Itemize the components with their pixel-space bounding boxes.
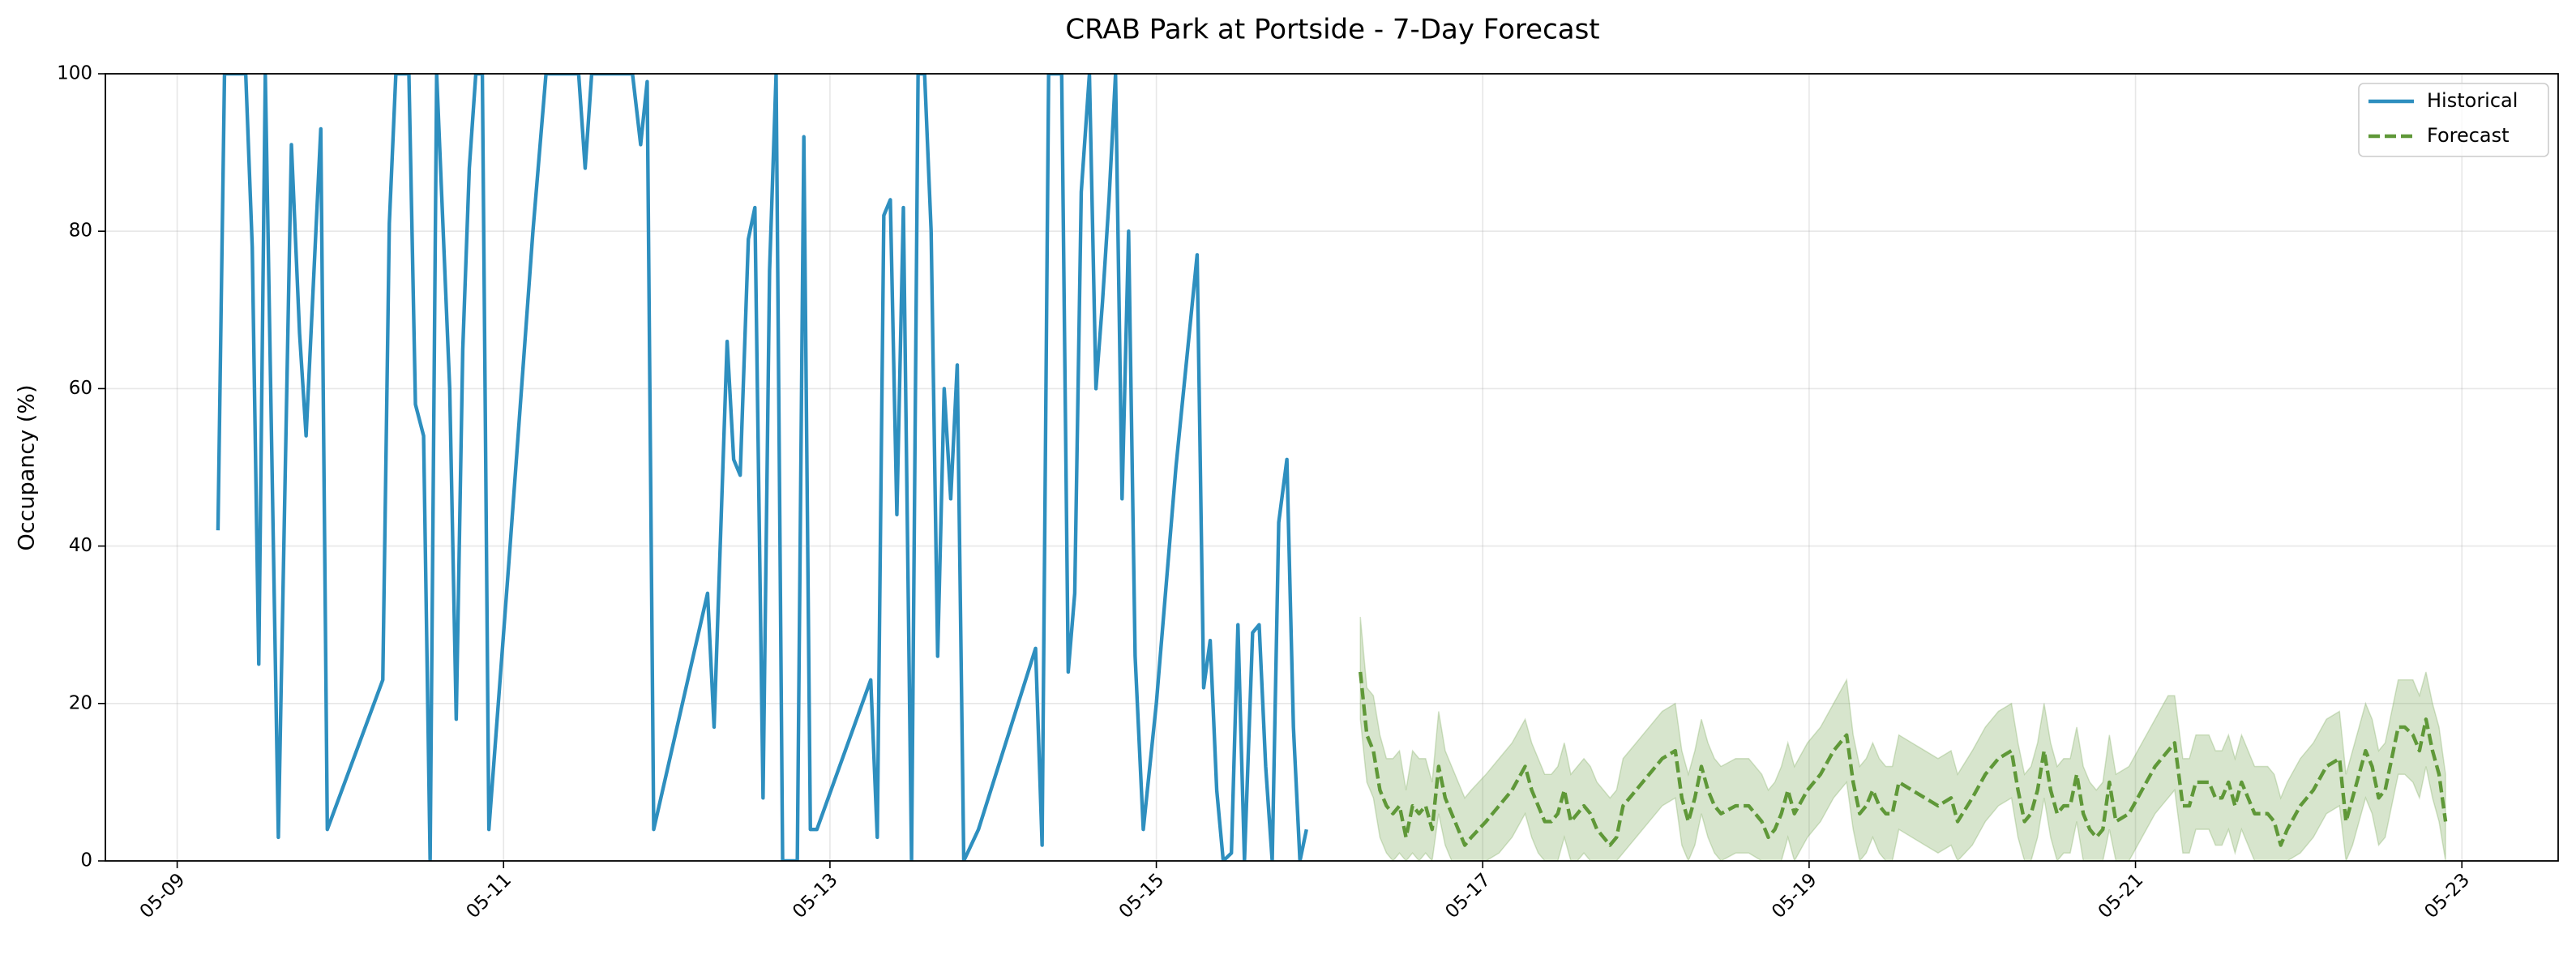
series-line [1359,671,2448,847]
chart-title: CRAB Park at Portside - 7-Day Forecast [1065,14,1599,46]
y-tick-label: 40 [69,535,92,556]
y-tick-label: 0 [80,850,92,871]
plot-frame [105,73,2559,862]
legend-label: Forecast [2427,124,2510,147]
plot-data [216,74,2448,861]
series-line [216,74,1308,861]
y-tick-label: 80 [69,220,92,242]
confidence-band [1359,616,2446,861]
legend-label: Historical [2427,89,2518,112]
y-axis-label: Occupancy (%) [15,385,40,551]
y-tick-label: 100 [57,63,92,84]
y-tick-label: 20 [69,692,92,713]
y-tick-label: 60 [69,378,92,399]
